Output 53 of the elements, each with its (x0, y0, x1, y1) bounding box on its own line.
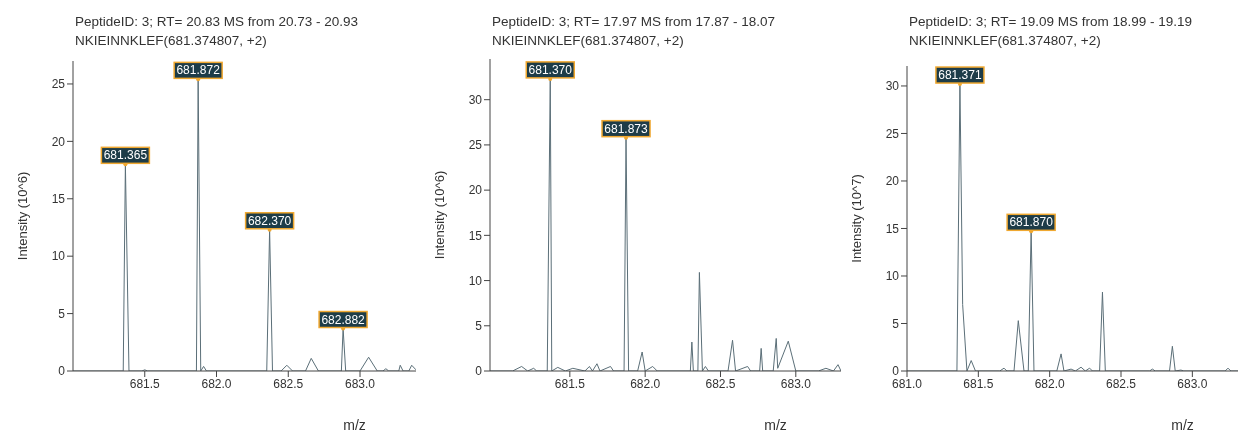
annotation: 682.370 (247, 213, 292, 228)
x-tick-label: 681.5 (129, 376, 161, 391)
annotation: 681.870 (1009, 215, 1054, 230)
chart-title: PeptideID: 3; RT= 17.97 MS from 17.87 - 18.07 (492, 13, 776, 31)
y-tick-label: 0 (892, 364, 900, 379)
chart-subtitle: NKIEINNKLEF(681.374807, +2) (75, 32, 268, 50)
y-tick-label: 20 (51, 134, 66, 149)
y-tick-label: 25 (51, 77, 66, 92)
y-tick-label: 10 (885, 269, 900, 284)
y-tick-label: 15 (51, 192, 66, 207)
x-tick-label: 682.5 (273, 376, 304, 391)
x-tick-label: 682.5 (1105, 376, 1137, 391)
y-tick-label: 20 (885, 174, 900, 189)
chart-title: PeptideID: 3; RT= 20.83 MS from 20.73 - 20.93 (75, 13, 359, 31)
y-tick-label: 5 (892, 316, 900, 331)
x-tick-label: 683.0 (1177, 376, 1208, 391)
annotation: 682.882 (321, 312, 366, 327)
x-tick-label: 683.0 (780, 376, 812, 391)
x-tick-label: 681.5 (963, 376, 994, 391)
y-axis-title: Intensity (10^7) (848, 174, 864, 263)
y-tick-label: 0 (475, 364, 483, 379)
x-axis-title: m/z (343, 417, 366, 433)
x-tick-label: 681.0 (891, 376, 923, 391)
annotation: 681.872 (176, 63, 221, 78)
annotation: 681.365 (103, 148, 148, 163)
y-tick-label: 15 (885, 221, 900, 236)
y-tick-label: 5 (475, 319, 483, 334)
annotation: 681.370 (528, 62, 573, 77)
y-tick-label: 30 (468, 92, 483, 107)
y-axis-title: Intensity (10^6) (14, 171, 30, 261)
y-tick-label: 15 (468, 228, 483, 243)
y-tick-label: 5 (58, 306, 66, 321)
y-axis-title: Intensity (10^6) (431, 170, 447, 260)
y-tick-label: 25 (468, 138, 483, 153)
chart-subtitle: NKIEINNKLEF(681.374807, +2) (492, 32, 685, 50)
chart-title: PeptideID: 3; RT= 19.09 MS from 18.99 - 19.19 (909, 13, 1193, 31)
x-axis-title: m/z (764, 417, 787, 433)
x-tick-label: 681.5 (554, 376, 586, 391)
chart-subtitle: NKIEINNKLEF(681.374807, +2) (909, 32, 1102, 50)
x-tick-label: 682.5 (705, 376, 736, 391)
y-tick-label: 25 (885, 126, 900, 141)
y-tick-label: 0 (58, 364, 66, 379)
y-tick-label: 20 (468, 183, 483, 198)
x-tick-label: 682.0 (1034, 376, 1066, 391)
x-axis-title: m/z (1171, 417, 1194, 433)
x-tick-label: 682.0 (630, 376, 661, 391)
y-tick-label: 10 (51, 249, 66, 264)
x-tick-label: 683.0 (345, 376, 376, 391)
x-tick-label: 682.0 (201, 376, 232, 391)
y-tick-label: 30 (885, 79, 900, 94)
annotation: 681.873 (604, 121, 649, 136)
annotation: 681.371 (938, 68, 982, 83)
y-tick-label: 10 (468, 273, 483, 288)
